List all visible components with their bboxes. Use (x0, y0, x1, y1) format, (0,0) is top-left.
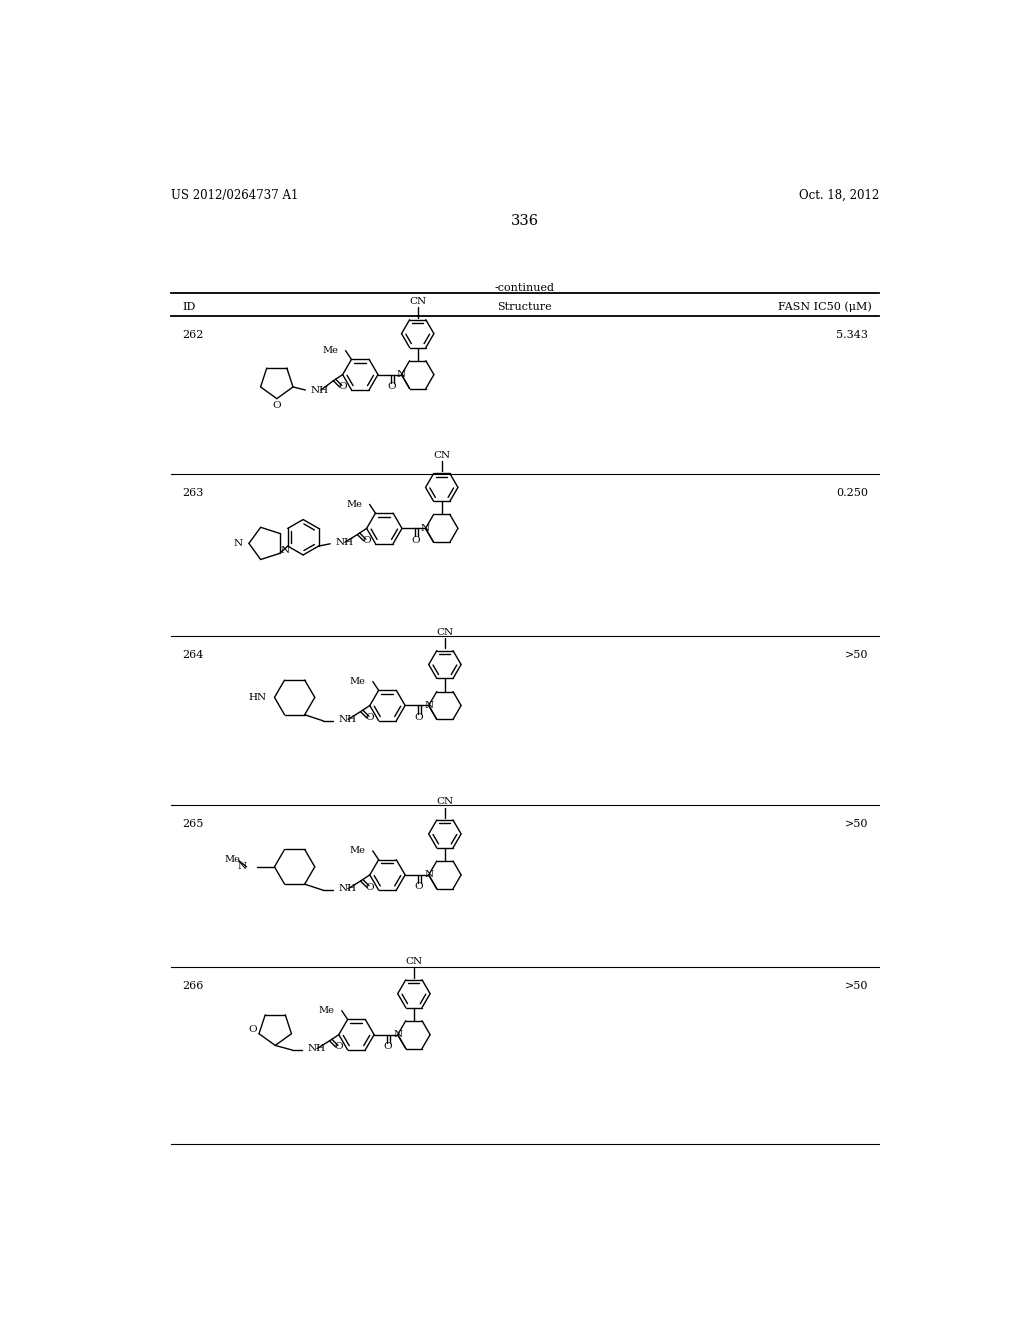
Text: Me: Me (346, 500, 362, 510)
Text: NH: NH (339, 715, 357, 723)
Text: N: N (421, 524, 430, 533)
Text: NH: NH (339, 884, 357, 894)
Text: O: O (411, 536, 420, 545)
Text: -continued: -continued (495, 284, 555, 293)
Text: NH: NH (310, 385, 328, 395)
Text: >50: >50 (845, 818, 868, 829)
Text: >50: >50 (845, 649, 868, 660)
Text: 336: 336 (511, 214, 539, 228)
Text: O: O (383, 1041, 392, 1051)
Text: Me: Me (349, 677, 366, 686)
Text: 262: 262 (182, 330, 204, 341)
Text: CN: CN (436, 628, 454, 636)
Text: Me: Me (349, 846, 366, 855)
Text: US 2012/0264737 A1: US 2012/0264737 A1 (171, 189, 298, 202)
Text: Me: Me (323, 346, 338, 355)
Text: O: O (362, 536, 371, 545)
Text: O: O (414, 713, 423, 722)
Text: FASN IC50 (μM): FASN IC50 (μM) (778, 302, 872, 313)
Text: O: O (366, 883, 374, 892)
Text: Me: Me (318, 1006, 335, 1015)
Text: Oct. 18, 2012: Oct. 18, 2012 (799, 189, 879, 202)
Text: 265: 265 (182, 818, 204, 829)
Text: O: O (366, 713, 374, 722)
Text: N: N (233, 539, 243, 548)
Text: N: N (424, 701, 433, 710)
Text: N: N (424, 870, 433, 879)
Text: ID: ID (182, 302, 196, 312)
Text: O: O (272, 401, 282, 411)
Text: NH: NH (308, 1044, 326, 1053)
Text: 264: 264 (182, 649, 204, 660)
Text: O: O (338, 383, 347, 392)
Text: O: O (335, 1043, 343, 1052)
Text: N: N (280, 546, 289, 556)
Text: O: O (387, 381, 395, 391)
Text: N: N (238, 862, 247, 871)
Text: 5.343: 5.343 (837, 330, 868, 341)
Text: CN: CN (436, 797, 454, 807)
Text: O: O (414, 882, 423, 891)
Text: CN: CN (410, 297, 426, 306)
Text: O: O (249, 1024, 257, 1034)
Text: HN: HN (249, 693, 266, 702)
Text: N: N (397, 370, 407, 379)
Text: NH: NH (336, 537, 353, 546)
Text: 266: 266 (182, 981, 204, 991)
Text: Me: Me (224, 854, 241, 863)
Text: >50: >50 (845, 981, 868, 991)
Text: CN: CN (433, 450, 451, 459)
Text: 0.250: 0.250 (837, 488, 868, 498)
Text: N: N (393, 1030, 402, 1039)
Text: 263: 263 (182, 488, 204, 498)
Text: Structure: Structure (498, 302, 552, 312)
Text: CN: CN (406, 957, 423, 966)
